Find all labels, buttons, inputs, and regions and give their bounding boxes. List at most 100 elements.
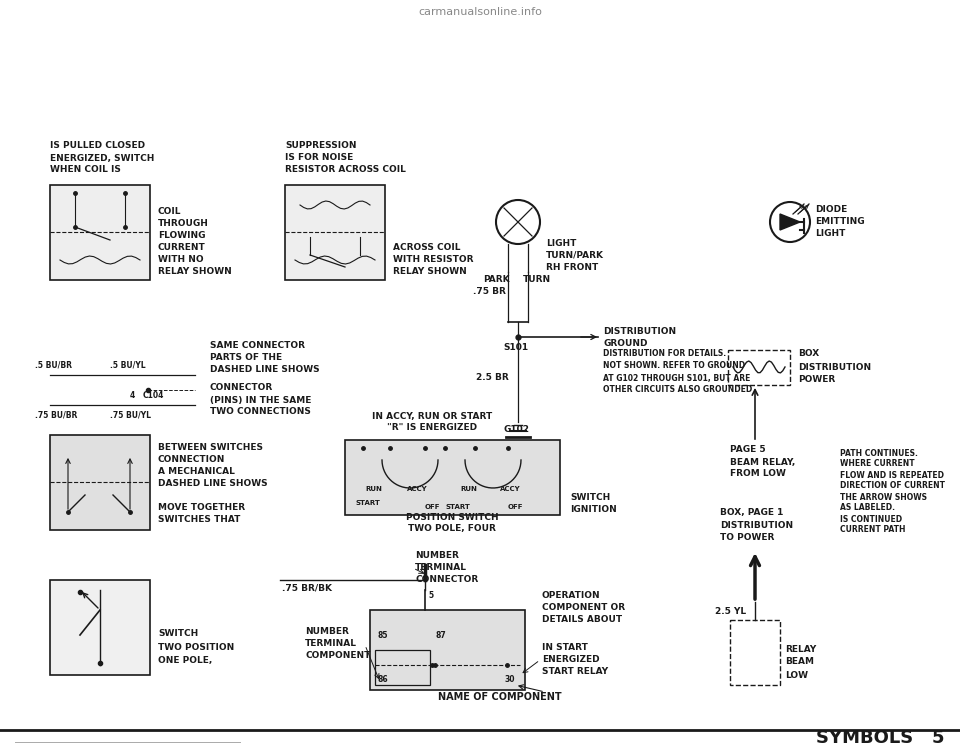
- Text: .5 BU/BR: .5 BU/BR: [35, 361, 72, 370]
- Text: ACCY: ACCY: [500, 486, 520, 492]
- Text: POSITION SWITCH: POSITION SWITCH: [406, 513, 498, 522]
- Bar: [50, 580, 150, 675]
- Text: OTHER CIRCUITS ALSO GROUNDED: OTHER CIRCUITS ALSO GROUNDED: [603, 386, 753, 395]
- Text: START: START: [355, 500, 380, 506]
- Text: ENERGIZED: ENERGIZED: [542, 655, 600, 665]
- Text: EMITTING: EMITTING: [815, 218, 865, 227]
- Text: WHERE CURRENT: WHERE CURRENT: [840, 460, 915, 469]
- Text: .75 BU/YL: .75 BU/YL: [110, 411, 151, 420]
- Text: TWO POLE, FOUR: TWO POLE, FOUR: [408, 525, 496, 534]
- Text: TURN/PARK: TURN/PARK: [546, 250, 604, 259]
- Text: CURRENT PATH: CURRENT PATH: [840, 525, 905, 534]
- Text: PARTS OF THE: PARTS OF THE: [210, 354, 282, 362]
- Text: LOW: LOW: [785, 671, 808, 680]
- Text: ACROSS COIL: ACROSS COIL: [393, 243, 461, 253]
- Text: FROM LOW: FROM LOW: [730, 469, 786, 479]
- Text: 5: 5: [428, 590, 433, 600]
- Text: DIRECTION OF CURRENT: DIRECTION OF CURRENT: [840, 482, 945, 491]
- Text: NUMBER: NUMBER: [305, 627, 348, 636]
- Text: 87: 87: [435, 631, 445, 640]
- Text: ONE POLE,: ONE POLE,: [158, 655, 212, 665]
- Text: OFF: OFF: [425, 504, 441, 510]
- Text: .75 BR/BK: .75 BR/BK: [282, 584, 332, 593]
- Text: IS PULLED CLOSED: IS PULLED CLOSED: [50, 141, 145, 150]
- Text: GROUND: GROUND: [603, 339, 647, 349]
- Text: PARK: PARK: [483, 275, 510, 284]
- Text: 4: 4: [130, 392, 135, 401]
- Text: RH FRONT: RH FRONT: [546, 262, 598, 271]
- Text: ACCY: ACCY: [407, 486, 427, 492]
- Text: START RELAY: START RELAY: [542, 668, 608, 677]
- Text: RUN: RUN: [365, 486, 382, 492]
- Text: TERMINAL: TERMINAL: [415, 563, 467, 572]
- Text: ENERGIZED, SWITCH: ENERGIZED, SWITCH: [50, 153, 155, 163]
- Text: DASHED LINE SHOWS: DASHED LINE SHOWS: [158, 479, 268, 488]
- Text: BOX: BOX: [798, 349, 819, 358]
- Text: SWITCH: SWITCH: [570, 494, 611, 503]
- Text: OFF: OFF: [508, 504, 523, 510]
- Text: LIGHT: LIGHT: [815, 230, 846, 238]
- Text: START: START: [445, 504, 469, 510]
- Bar: [50, 185, 150, 280]
- Bar: [50, 435, 150, 530]
- Text: TURN: TURN: [523, 275, 551, 284]
- Text: DIODE: DIODE: [815, 206, 848, 215]
- Text: RELAY SHOWN: RELAY SHOWN: [158, 268, 231, 277]
- Bar: [728, 350, 790, 385]
- Text: RESISTOR ACROSS COIL: RESISTOR ACROSS COIL: [285, 166, 406, 175]
- Text: COIL: COIL: [158, 207, 181, 216]
- Text: C104: C104: [143, 392, 164, 401]
- Text: 30: 30: [505, 676, 516, 684]
- Polygon shape: [780, 214, 800, 230]
- Text: CONNECTION: CONNECTION: [158, 456, 226, 464]
- Bar: [375, 650, 430, 685]
- Text: A MECHANICAL: A MECHANICAL: [158, 467, 235, 476]
- Text: 2.5 BR: 2.5 BR: [476, 373, 509, 382]
- Text: SAME CONNECTOR: SAME CONNECTOR: [210, 342, 305, 351]
- Text: RELAY SHOWN: RELAY SHOWN: [393, 268, 467, 277]
- Text: "R" IS ENERGIZED: "R" IS ENERGIZED: [387, 423, 477, 432]
- Bar: [285, 185, 385, 280]
- Text: IGNITION: IGNITION: [570, 506, 616, 515]
- Text: CONNECTOR: CONNECTOR: [415, 575, 478, 584]
- Text: AT G102 THROUGH S101, BUT ARE: AT G102 THROUGH S101, BUT ARE: [603, 373, 751, 383]
- Text: TWO POSITION: TWO POSITION: [158, 643, 234, 652]
- Text: NAME OF COMPONENT: NAME OF COMPONENT: [438, 692, 562, 702]
- Text: FLOWING: FLOWING: [158, 231, 205, 240]
- Text: AS LABELED.: AS LABELED.: [840, 503, 895, 513]
- Text: DISTRIBUTION: DISTRIBUTION: [798, 362, 871, 371]
- Text: .75 BU/BR: .75 BU/BR: [35, 411, 78, 420]
- Text: DISTRIBUTION: DISTRIBUTION: [603, 327, 676, 336]
- Text: THROUGH: THROUGH: [158, 219, 209, 228]
- Text: TERMINAL: TERMINAL: [305, 639, 357, 647]
- Text: IS FOR NOISE: IS FOR NOISE: [285, 153, 353, 163]
- Text: THE ARROW SHOWS: THE ARROW SHOWS: [840, 492, 927, 501]
- Text: G102: G102: [503, 426, 529, 435]
- Bar: [730, 620, 780, 685]
- Text: BEAM RELAY,: BEAM RELAY,: [730, 457, 795, 466]
- Bar: [345, 440, 560, 515]
- Text: CURRENT: CURRENT: [158, 243, 205, 253]
- Text: CONNECTOR: CONNECTOR: [210, 383, 274, 392]
- Text: IN START: IN START: [542, 643, 588, 652]
- Text: SYMBOLS   5: SYMBOLS 5: [817, 729, 945, 747]
- Text: DASHED LINE SHOWS: DASHED LINE SHOWS: [210, 365, 320, 374]
- Text: carmanualsonline.info: carmanualsonline.info: [418, 7, 542, 17]
- Text: DISTRIBUTION FOR DETAILS.: DISTRIBUTION FOR DETAILS.: [603, 349, 726, 358]
- Text: TWO CONNECTIONS: TWO CONNECTIONS: [210, 407, 311, 417]
- Text: RELAY: RELAY: [785, 645, 816, 653]
- Text: S101: S101: [503, 343, 528, 352]
- Text: NUMBER: NUMBER: [415, 551, 459, 560]
- Text: SWITCH: SWITCH: [158, 630, 199, 639]
- Text: COMPONENT: COMPONENT: [305, 650, 371, 659]
- Text: COMPONENT OR: COMPONENT OR: [542, 603, 625, 612]
- Text: WHEN COIL IS: WHEN COIL IS: [50, 166, 121, 175]
- Text: FLOW AND IS REPEATED: FLOW AND IS REPEATED: [840, 470, 944, 479]
- Text: SWITCHES THAT: SWITCHES THAT: [158, 516, 240, 525]
- Text: IN ACCY, RUN OR START: IN ACCY, RUN OR START: [372, 411, 492, 420]
- Text: DETAILS ABOUT: DETAILS ABOUT: [542, 615, 622, 624]
- Text: POWER: POWER: [798, 376, 835, 385]
- Text: WITH NO: WITH NO: [158, 256, 204, 265]
- Text: OPERATION: OPERATION: [542, 591, 601, 600]
- Text: (PINS) IN THE SAME: (PINS) IN THE SAME: [210, 395, 311, 404]
